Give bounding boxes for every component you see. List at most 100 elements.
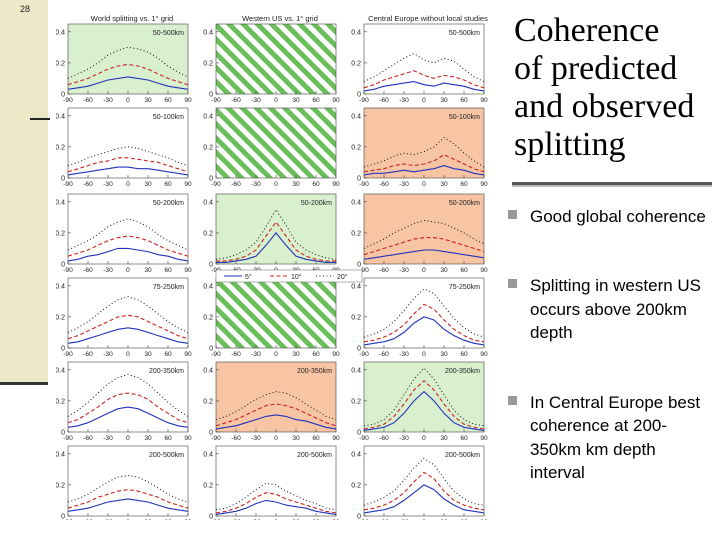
y-tick-label: 0.2 <box>351 398 361 405</box>
series-10deg-line <box>215 492 337 514</box>
x-tick-label: 60 <box>460 351 468 358</box>
x-tick-label: -30 <box>103 97 113 104</box>
series-5deg-line <box>363 249 485 260</box>
x-tick-label: -30 <box>251 519 261 520</box>
x-tick-label: -60 <box>83 351 93 358</box>
panel: 0 0.2 0.4 -90 -60 -30 0 30 60 90 200-500km <box>351 445 488 526</box>
y-tick-label: 0.2 <box>203 230 213 237</box>
series-20deg-line <box>67 373 189 417</box>
series-20deg-line <box>363 457 485 506</box>
y-tick-label: 0.4 <box>56 367 65 374</box>
panel: 0 0.2 0.4 -90 -60 -30 0 30 60 90 200-350km <box>203 361 340 442</box>
x-tick-label: -30 <box>251 435 261 442</box>
column-title: World splitting vs. 1° grid <box>91 14 173 23</box>
y-tick-label: 0 <box>357 176 361 183</box>
series-10deg-line <box>216 221 336 262</box>
legend-label: 20° <box>337 273 348 281</box>
x-tick-label: 60 <box>312 519 320 520</box>
x-tick-label: 60 <box>164 519 172 520</box>
y-tick-label: 0.4 <box>351 29 361 36</box>
y-tick-label: 0 <box>61 430 65 437</box>
x-tick-label: 60 <box>312 435 320 442</box>
bullet-text: In Central Europe best coherence at 200-… <box>530 392 701 483</box>
x-tick-label: 60 <box>312 181 320 188</box>
y-tick-label: 0 <box>61 92 65 99</box>
y-tick-label: 0 <box>209 514 213 521</box>
y-tick-label: 0.4 <box>203 451 213 458</box>
panel-frame <box>215 277 337 349</box>
depth-label: 200-500km <box>445 452 480 459</box>
y-tick-label: 0 <box>61 514 65 521</box>
column-title: Central Europe without local studies <box>368 14 488 23</box>
depth-label: 50-500km <box>153 30 184 37</box>
x-tick-label: 30 <box>292 435 300 442</box>
panel-frame <box>67 107 189 179</box>
x-tick-label: 90 <box>184 181 192 188</box>
y-tick-label: 0.2 <box>56 398 65 405</box>
x-tick-label: 0 <box>126 519 130 520</box>
depth-label: 200-350km <box>445 368 480 375</box>
x-tick-label: 90 <box>480 519 488 520</box>
x-tick-label: -60 <box>379 435 389 442</box>
series-5deg-line <box>67 327 189 344</box>
x-tick-label: -30 <box>251 97 261 104</box>
series-5deg-line <box>363 81 485 92</box>
x-tick-label: 0 <box>274 97 278 104</box>
figure: World splitting vs. 1° grid Western US vs… <box>55 10 496 526</box>
x-tick-label: 0 <box>422 267 426 274</box>
y-tick-label: 0.4 <box>203 29 213 36</box>
x-tick-label: -90 <box>211 519 221 520</box>
series-5deg-line <box>67 166 189 176</box>
y-tick-label: 0 <box>357 262 361 269</box>
y-tick-label: 0.4 <box>351 199 361 206</box>
x-tick-label: 0 <box>422 181 426 188</box>
series-10deg-line <box>215 403 337 427</box>
x-tick-label: 0 <box>422 97 426 104</box>
panel-frame <box>363 193 485 265</box>
x-tick-label: 30 <box>292 181 300 188</box>
x-tick-label: -90 <box>359 351 369 358</box>
y-tick-label: 0 <box>209 262 213 269</box>
x-tick-label: 90 <box>332 97 340 104</box>
panel: 0 0.2 0.4 -90 -60 -30 0 30 60 90 50-500km <box>55 23 192 104</box>
bullet-text: Good global coherence <box>530 207 706 226</box>
legend-label: 10° <box>291 273 302 281</box>
x-tick-label: 60 <box>460 97 468 104</box>
x-tick-label: 0 <box>126 97 130 104</box>
y-tick-label: 0.4 <box>351 283 361 290</box>
series-5deg-line <box>67 406 189 428</box>
series-5deg-line <box>215 499 337 515</box>
y-tick-label: 0.2 <box>351 60 361 67</box>
x-tick-label: -30 <box>103 181 113 188</box>
x-tick-label: 60 <box>312 351 320 358</box>
x-tick-label: 90 <box>184 267 192 274</box>
panel-frame <box>67 193 189 265</box>
x-tick-label: 30 <box>440 97 448 104</box>
page-number: 28 <box>20 4 31 14</box>
x-tick-label: -90 <box>63 267 73 274</box>
depth-label: 200-350km <box>149 368 184 375</box>
x-tick-label: 90 <box>480 181 488 188</box>
x-tick-label: -60 <box>231 181 241 188</box>
x-tick-label: 90 <box>184 97 192 104</box>
y-tick-label: 0 <box>357 346 361 353</box>
y-tick-label: 0.2 <box>56 482 65 489</box>
x-tick-label: 30 <box>440 267 448 274</box>
depth-label: 75-250km <box>449 284 480 291</box>
series-20deg-line <box>363 136 485 168</box>
y-tick-label: 0.4 <box>56 29 65 36</box>
x-tick-label: 60 <box>164 435 172 442</box>
x-tick-label: 60 <box>164 267 172 274</box>
x-tick-label: 0 <box>274 181 278 188</box>
series-10deg-line <box>363 70 485 89</box>
y-tick-label: 0 <box>357 430 361 437</box>
depth-label: 50-200km <box>449 200 480 207</box>
series-5deg-line <box>67 247 189 262</box>
x-tick-label: -90 <box>63 519 73 520</box>
x-tick-label: 30 <box>440 435 448 442</box>
x-tick-label: -60 <box>83 181 93 188</box>
panel-frame <box>215 107 337 179</box>
y-tick-label: 0.4 <box>351 113 361 120</box>
x-tick-label: 0 <box>126 435 130 442</box>
series-20deg-line <box>363 219 485 249</box>
